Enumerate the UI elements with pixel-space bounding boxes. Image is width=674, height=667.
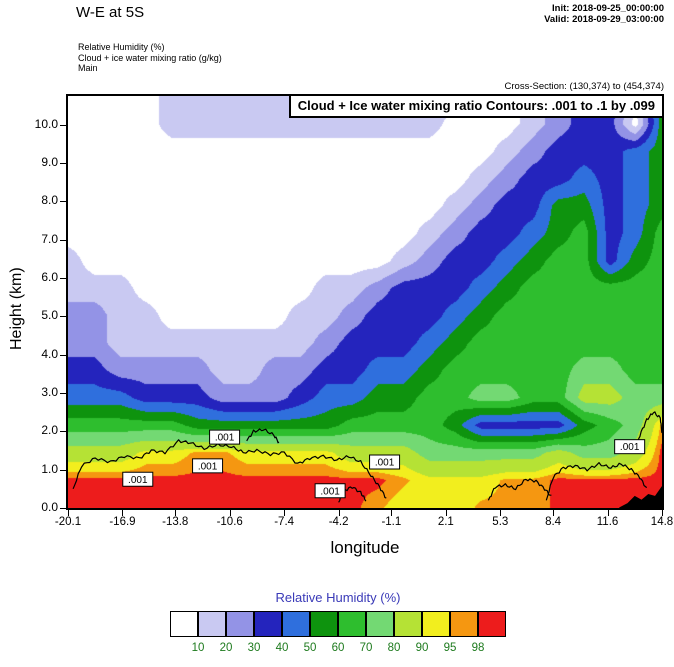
colorbar-threshold-label: 60 (331, 642, 345, 654)
y-tick-label: 9.0 (41, 155, 58, 170)
y-tick-label: 4.0 (41, 346, 58, 361)
x-tick-label: 14.8 (650, 516, 674, 528)
rh-field-canvas (68, 96, 662, 508)
field-legend-line-3: Main (78, 63, 98, 73)
y-tick-label: 10.0 (34, 116, 58, 131)
field-legend-line-1: Relative Humidity (%) (78, 42, 165, 52)
x-tick-label: -16.9 (109, 516, 136, 528)
valid-time: Valid: 2018-09-29_03:00:00 (544, 14, 664, 25)
x-tick-label: 5.3 (492, 516, 509, 528)
x-tick-mark (391, 510, 393, 516)
colorbar-threshold-label: 50 (303, 642, 317, 654)
colorbar-cell (422, 611, 450, 637)
x-tick-mark (284, 510, 286, 516)
y-tick-label: 7.0 (41, 231, 58, 246)
colorbar-cell (366, 611, 394, 637)
y-tick-mark (60, 469, 66, 471)
y-tick-label: 5.0 (41, 308, 58, 323)
colorbar-threshold-label: 80 (387, 642, 401, 654)
colorbar-cell (198, 611, 226, 637)
y-tick-mark (60, 393, 66, 395)
run-times: Init: 2018-09-25_00:00:00 Valid: 2018-09… (544, 3, 664, 25)
y-tick-mark (60, 278, 66, 280)
y-tick-label: 1.0 (41, 461, 58, 476)
x-tick-mark (122, 510, 124, 516)
x-tick-mark (445, 510, 447, 516)
colorbar-threshold-label: 20 (219, 642, 233, 654)
y-tick-mark (60, 354, 66, 356)
colorbar-cell (478, 611, 506, 637)
page-title: W-E at 5S (76, 4, 145, 21)
x-tick-mark (338, 510, 340, 516)
y-tick-label: 2.0 (41, 423, 58, 438)
colorbar-threshold-label: 70 (359, 642, 373, 654)
colorbar-cell (282, 611, 310, 637)
x-tick-mark (500, 510, 502, 516)
colorbar-cell (394, 611, 422, 637)
colorbar-threshold-label: 98 (471, 642, 485, 654)
y-tick-mark (60, 431, 66, 433)
x-tick-label: -13.8 (162, 516, 189, 528)
x-tick-label: -7.4 (274, 516, 295, 528)
x-tick-mark (175, 510, 177, 516)
colorbar-threshold-label: 10 (191, 642, 205, 654)
colorbar-cell (450, 611, 478, 637)
y-tick-label: 6.0 (41, 270, 58, 285)
x-tick-label: 8.4 (545, 516, 562, 528)
y-tick-mark (60, 316, 66, 318)
colorbar-cell (338, 611, 366, 637)
y-tick-label: 3.0 (41, 385, 58, 400)
colorbar-cell (170, 611, 198, 637)
colorbar-cell (310, 611, 338, 637)
x-tick-mark (229, 510, 231, 516)
y-tick-label: 8.0 (41, 193, 58, 208)
x-tick-label: -4.2 (328, 516, 349, 528)
colorbar-threshold-label: 90 (415, 642, 429, 654)
x-axis-title: longitude (330, 538, 400, 557)
x-tick-mark (607, 510, 609, 516)
x-tick-mark (662, 510, 663, 516)
x-tick-label: 2.1 (437, 516, 454, 528)
y-tick-mark (60, 239, 66, 241)
cross-section-info: Cross-Section: (130,374) to (454,374) (504, 81, 664, 92)
colorbar-cell (226, 611, 254, 637)
y-tick-label: 0.0 (41, 500, 58, 514)
x-tick-label: -20.1 (54, 516, 82, 528)
x-tick-mark (68, 510, 69, 516)
cross-section-plot: .001.001.001.001.001.001 Cloud + Ice wat… (66, 94, 664, 510)
y-tick-mark (60, 163, 66, 165)
init-time: Init: 2018-09-25_00:00:00 (552, 3, 664, 14)
y-tick-mark (60, 201, 66, 203)
x-tick-label: 11.6 (596, 516, 619, 528)
colorbar-threshold-label: 40 (275, 642, 289, 654)
x-tick-label: -10.6 (216, 516, 243, 528)
field-legend: Relative Humidity (%) Cloud + ice water … (78, 42, 222, 74)
x-tick-label: -1.1 (381, 516, 402, 528)
x-tick-mark (553, 510, 555, 516)
colorbar-threshold-label: 30 (247, 642, 261, 654)
contour-info-box: Cloud + Ice water mixing ratio Contours:… (288, 94, 664, 118)
y-tick-mark (60, 508, 66, 509)
colorbar-cell (254, 611, 282, 637)
colorbar-title: Relative Humidity (%) (275, 590, 401, 605)
field-legend-line-2: Cloud + ice water mixing ratio (g/kg) (78, 52, 222, 63)
colorbar-threshold-label: 95 (443, 642, 457, 654)
y-axis-title: Height (km) (8, 267, 25, 350)
y-tick-mark (60, 124, 66, 126)
